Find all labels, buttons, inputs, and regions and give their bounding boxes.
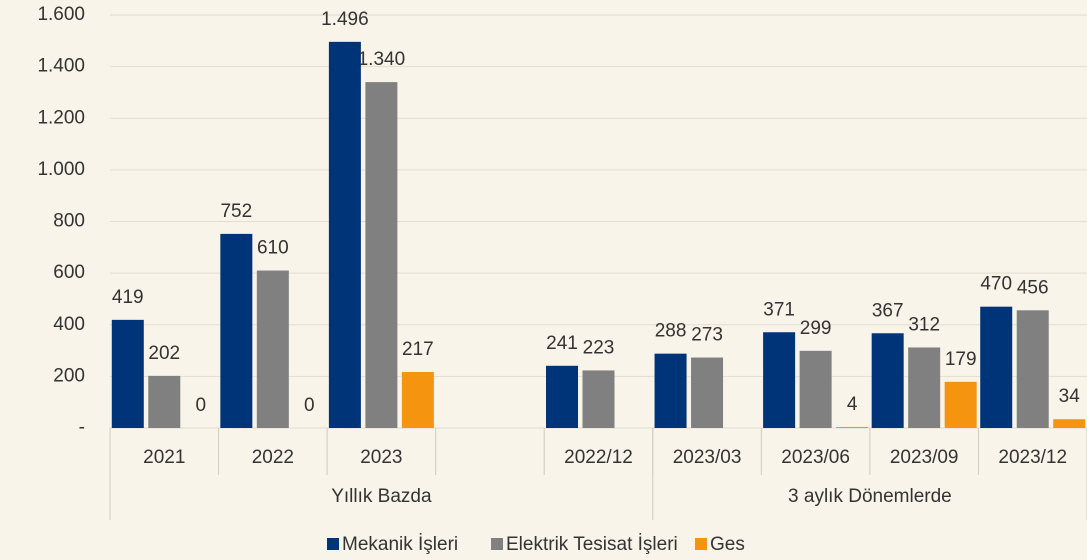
x-tick-label: 2023 <box>360 447 402 468</box>
bar <box>763 332 796 428</box>
legend-swatch <box>327 538 339 550</box>
y-tick-label: 600 <box>53 262 85 283</box>
bar <box>908 347 941 428</box>
group-label: 3 aylık Dönemlerde <box>788 486 952 507</box>
bar <box>1053 419 1086 428</box>
data-label: 1.340 <box>358 49 406 70</box>
bar <box>220 233 253 428</box>
data-label: 456 <box>1017 277 1049 298</box>
y-tick-label: 400 <box>53 314 85 335</box>
y-tick-label: 1.000 <box>37 159 85 180</box>
data-label: 419 <box>112 287 144 308</box>
y-tick-label: 1.200 <box>37 107 85 128</box>
y-tick-label: 200 <box>53 365 85 386</box>
data-label: 223 <box>583 337 615 358</box>
y-tick-label: 1.600 <box>37 4 85 25</box>
data-label: 179 <box>945 349 977 370</box>
group-label: Yıllık Bazda <box>331 486 432 507</box>
data-label: 752 <box>220 201 252 222</box>
bar <box>799 350 832 428</box>
x-tick-label: 2021 <box>143 447 185 468</box>
x-tick-label: 2022/12 <box>564 447 633 468</box>
data-label: 371 <box>763 299 795 320</box>
data-label: 34 <box>1059 386 1081 407</box>
bar <box>111 319 144 428</box>
y-tick-label: 1.400 <box>37 56 85 77</box>
legend-swatch <box>491 538 503 550</box>
data-label: 4 <box>847 394 858 415</box>
data-label: 1.496 <box>321 9 369 30</box>
x-tick-label: 2023/12 <box>998 447 1067 468</box>
data-label: 241 <box>546 333 578 354</box>
legend-swatch <box>695 538 707 550</box>
legend-label: Mekanik İşleri <box>342 534 458 555</box>
bar <box>654 353 687 428</box>
bar <box>401 371 434 428</box>
bar <box>365 82 398 429</box>
bar <box>980 306 1013 428</box>
bar <box>691 357 724 428</box>
x-tick-label: 2022 <box>252 447 294 468</box>
data-label: 288 <box>655 321 687 342</box>
data-label: 312 <box>908 314 940 335</box>
legend-label: Elektrik Tesisat İşleri <box>506 534 678 555</box>
x-tick-label: 2023/06 <box>781 447 850 468</box>
bar <box>328 41 361 428</box>
bar <box>1016 310 1049 428</box>
data-label: 0 <box>195 395 206 416</box>
x-tick-label: 2023/03 <box>673 447 742 468</box>
y-tick-label: 800 <box>53 211 85 232</box>
data-label: 202 <box>148 343 180 364</box>
y-tick-label: - <box>79 417 85 438</box>
bar <box>546 365 578 428</box>
legend-label: Ges <box>710 534 745 555</box>
data-label: 470 <box>980 274 1012 295</box>
x-tick-label: 2023/09 <box>890 447 959 468</box>
data-label: 273 <box>691 325 723 346</box>
bar <box>256 270 289 428</box>
data-label: 217 <box>402 339 434 360</box>
bar <box>836 426 869 428</box>
bar <box>582 370 615 428</box>
data-label: 299 <box>800 318 832 339</box>
data-label: 0 <box>304 395 315 416</box>
data-label: 367 <box>872 300 904 321</box>
data-label: 610 <box>257 238 289 259</box>
bar <box>871 333 904 428</box>
bar <box>148 375 181 428</box>
bar <box>944 381 977 428</box>
